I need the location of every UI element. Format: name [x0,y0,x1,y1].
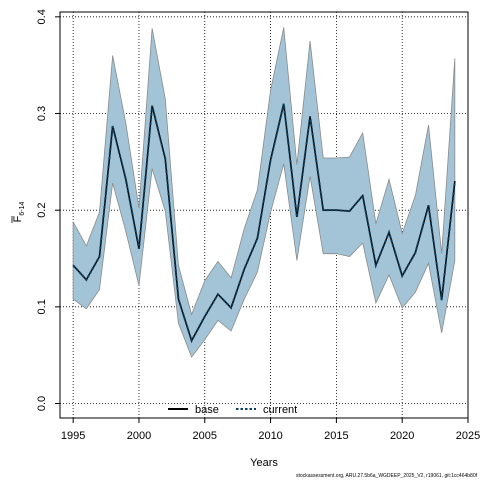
y-tick-label: 0.1 [36,299,48,314]
base-series-line [72,103,456,343]
x-tick-label: 2005 [193,430,217,442]
y-axis-label: F6-14 [11,202,26,223]
x-tick-label: 2015 [324,430,348,442]
plot-frame [59,11,469,419]
y-tick-label: 0.3 [36,106,48,121]
y-tick-label: 0.2 [36,203,48,218]
footer-credit: stockassessment.org, ARU.27.5b6a_WGDEEP_… [296,473,478,479]
confidence-band [72,27,456,358]
x-axis-label: Years [250,457,278,469]
x-tick-label: 2025 [456,430,480,442]
y-axis-label-subscript: 6-14 [19,202,26,216]
x-tick-label: 2000 [127,430,151,442]
legend-current-label: current [263,404,297,416]
legend-base-label: base [195,404,219,416]
x-tick-label: 2010 [258,430,282,442]
legend: base current [168,404,297,416]
x-tick-label: 1995 [61,430,85,442]
x-tick-label: 2020 [390,430,414,442]
y-tick-label: 0.4 [36,9,48,24]
y-axis-label-main: F [12,215,24,222]
y-axis: 0.0 0.1 0.2 0.3 0.4 [36,9,60,411]
svg-text:F6-14: F6-14 [12,202,26,223]
y-tick-label: 0.0 [36,396,48,411]
x-axis: 1995 2000 2005 2010 2015 2020 2025 [61,418,480,442]
